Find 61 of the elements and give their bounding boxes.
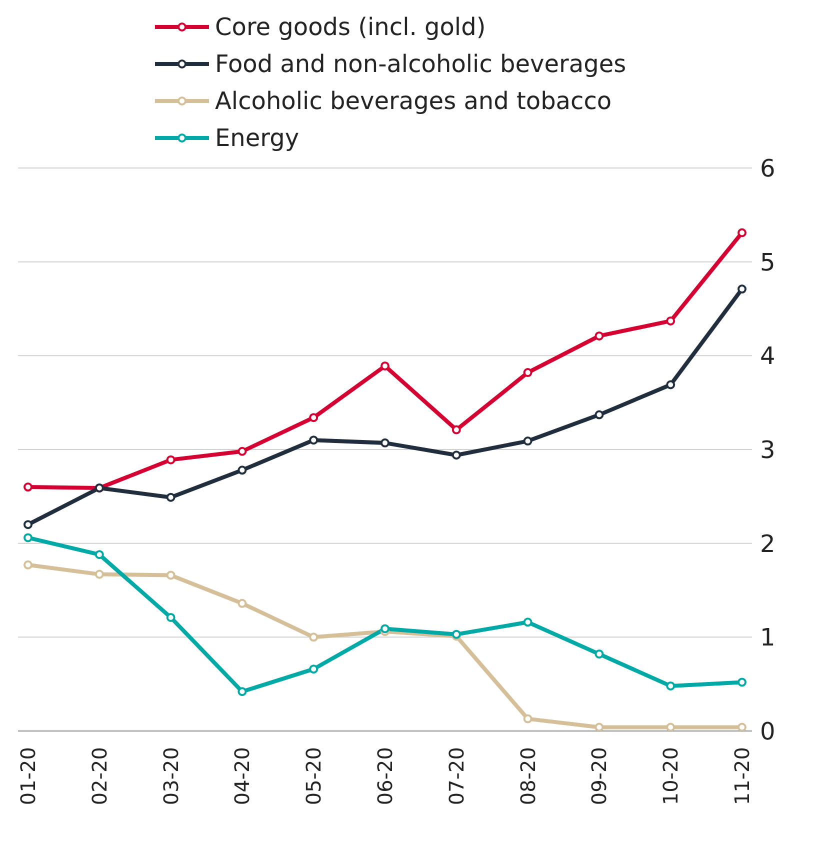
point (666, 722, 676, 731)
point (594, 722, 604, 731)
point (738, 284, 746, 294)
point (238, 466, 247, 475)
point (666, 380, 676, 390)
point (594, 331, 604, 340)
point (94, 570, 104, 579)
x-tick-label: 09-20 (587, 747, 612, 806)
point (452, 450, 461, 460)
x-tick-label: 03-20 (158, 747, 183, 806)
point (380, 361, 390, 370)
y-tick-label: 3 (760, 436, 776, 464)
point (309, 413, 318, 422)
point (523, 618, 532, 627)
x-tick-label: 02-20 (87, 747, 112, 806)
point (738, 678, 746, 687)
point (166, 455, 176, 464)
y-tick-label: 1 (760, 624, 776, 652)
point (666, 681, 676, 690)
legend-label: Food and non-alcoholic beverages (215, 50, 626, 78)
point (24, 533, 32, 542)
point (738, 722, 746, 731)
x-tick-label: 08-20 (516, 747, 540, 806)
point (594, 410, 604, 420)
point (238, 446, 247, 456)
point (238, 598, 247, 608)
x-tick-label: 07-20 (444, 747, 468, 806)
point (523, 436, 532, 446)
point (166, 570, 176, 580)
x-tick-label: 06-20 (373, 747, 397, 806)
point (523, 714, 532, 724)
legend-label: Alcoholic beverages and tobacco (215, 86, 612, 114)
y-tick-label: 4 (760, 342, 776, 370)
point (166, 492, 176, 502)
point (24, 560, 32, 570)
point (380, 624, 390, 634)
point (309, 664, 318, 674)
legend-label: Core goods (incl. gold) (215, 12, 486, 40)
point (24, 482, 32, 492)
y-tick-label: 6 (760, 154, 776, 183)
x-tick-label: 04-20 (230, 747, 254, 806)
x-tick-label: 11-20 (730, 747, 754, 806)
x-tick-label: 01-20 (16, 747, 40, 806)
y-tick-label: 2 (760, 530, 776, 558)
point (594, 650, 604, 659)
legend-label: Energy (215, 124, 300, 152)
point (380, 438, 390, 448)
point (309, 436, 318, 445)
point (94, 550, 104, 560)
y-tick-label: 0 (760, 718, 776, 746)
y-tick-label: 5 (760, 248, 776, 276)
point (238, 687, 247, 696)
point (309, 632, 318, 642)
point (166, 612, 176, 622)
point (24, 520, 32, 530)
point (666, 316, 676, 326)
point (523, 368, 532, 378)
x-tick-label: 10-20 (658, 747, 683, 806)
x-tick-label: 05-20 (302, 747, 326, 806)
point (738, 228, 746, 238)
point (452, 425, 461, 434)
